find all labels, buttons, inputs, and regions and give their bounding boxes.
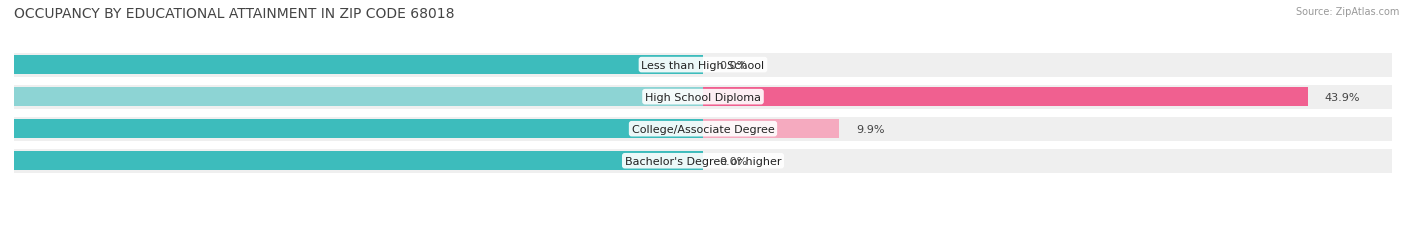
Text: 0.0%: 0.0%: [720, 156, 748, 166]
Text: High School Diploma: High School Diploma: [645, 92, 761, 102]
Text: 0.0%: 0.0%: [720, 60, 748, 70]
Bar: [0, 88, 703, 107]
Bar: [703, 120, 839, 139]
Bar: [703, 88, 1308, 107]
Text: OCCUPANCY BY EDUCATIONAL ATTAINMENT IN ZIP CODE 68018: OCCUPANCY BY EDUCATIONAL ATTAINMENT IN Z…: [14, 7, 454, 21]
Bar: [14, 117, 1392, 141]
Bar: [0, 56, 703, 75]
Bar: [0, 120, 703, 139]
Text: Less than High School: Less than High School: [641, 60, 765, 70]
Bar: [14, 149, 1392, 173]
Bar: [14, 85, 1392, 109]
Text: Bachelor's Degree or higher: Bachelor's Degree or higher: [624, 156, 782, 166]
Text: 9.9%: 9.9%: [856, 124, 884, 134]
Bar: [0, 152, 703, 171]
Text: College/Associate Degree: College/Associate Degree: [631, 124, 775, 134]
Text: Source: ZipAtlas.com: Source: ZipAtlas.com: [1295, 7, 1399, 17]
Text: 43.9%: 43.9%: [1324, 92, 1360, 102]
Bar: [14, 53, 1392, 77]
